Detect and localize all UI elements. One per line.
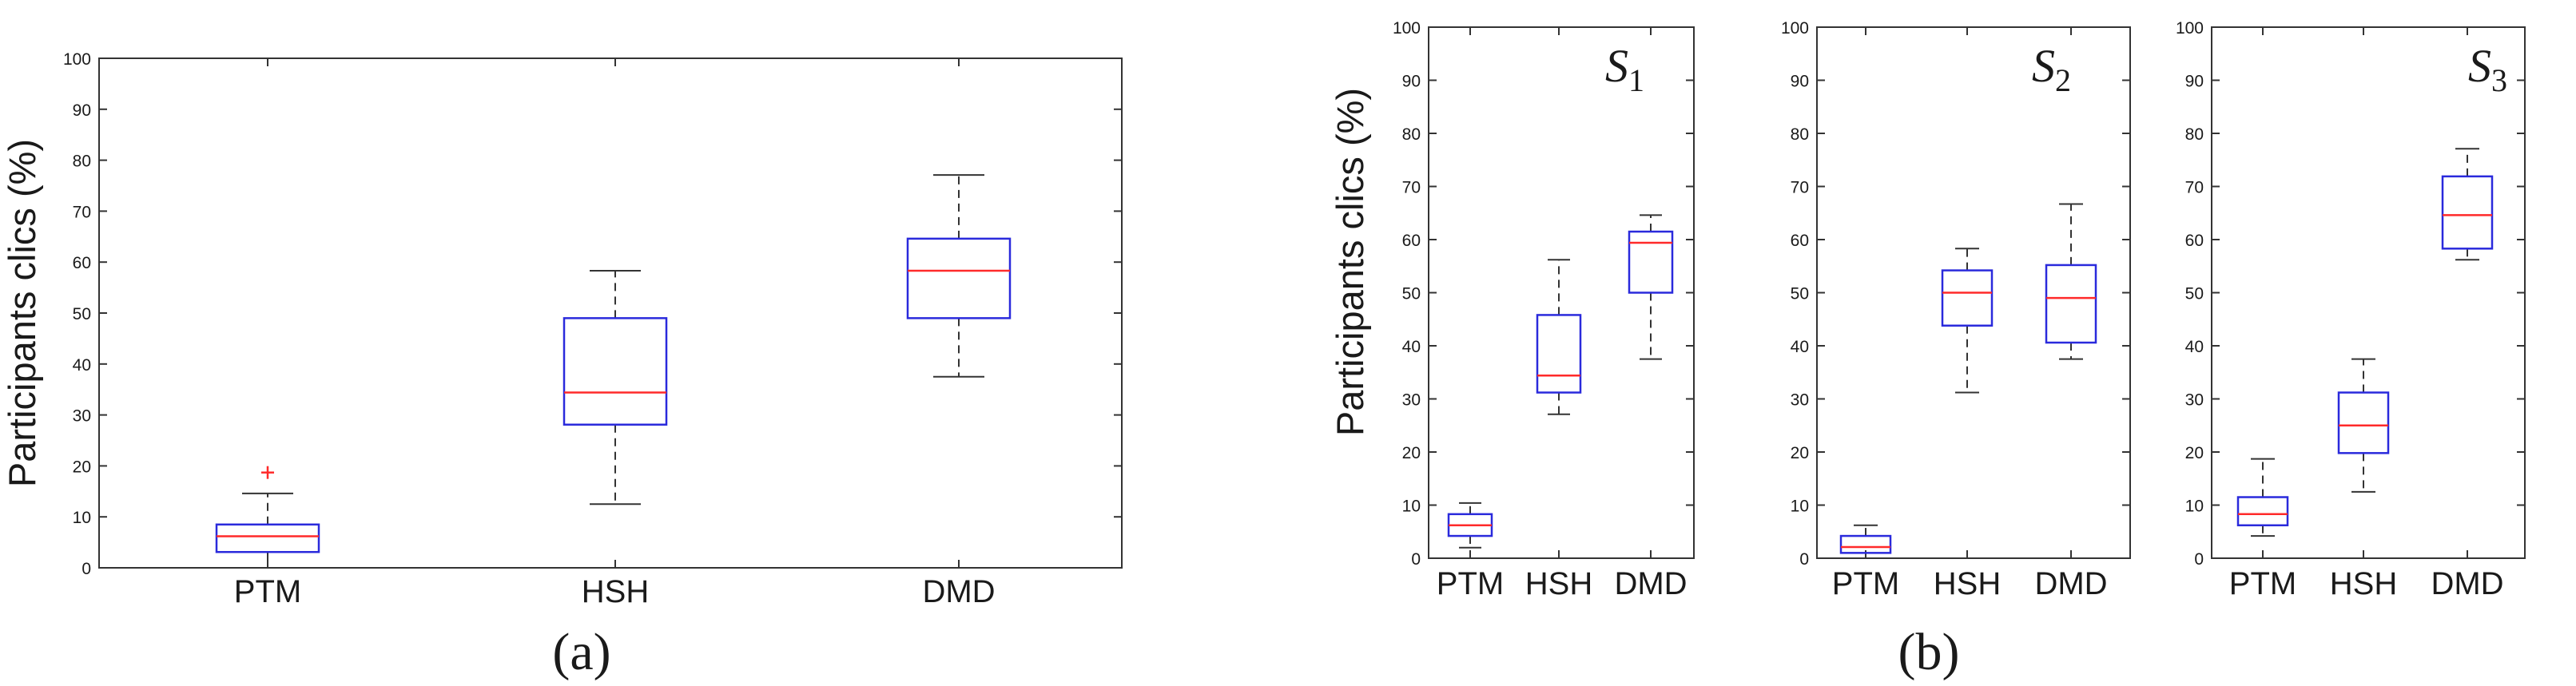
y-tick-label: 70 [73, 203, 91, 221]
y-tick-label: 100 [2176, 19, 2204, 38]
category-label: HSH [2330, 566, 2397, 601]
y-tick-label: 60 [2185, 232, 2204, 250]
chart-panel-b-s3: 0 10 20 30 40 50 60 70 80 90 100 PTM HSH DMD S3 [2176, 19, 2526, 601]
chart-panel-b-s2: 0 10 20 30 40 50 60 70 80 90 100 PTM HSH DMD S2 [1781, 19, 2131, 601]
subplot-label-index: 2 [2055, 62, 2071, 98]
box-iqr [906, 237, 1012, 319]
y-tick-label: 50 [1402, 285, 1421, 303]
subplot-label-index: 3 [2491, 62, 2507, 98]
category-label: HSH [1934, 566, 2001, 601]
y-tick-label: 50 [73, 305, 91, 323]
y-tick-label: 60 [1402, 232, 1421, 250]
y-tick-label: 100 [1393, 19, 1421, 38]
subplot-label-main: S [2468, 40, 2491, 92]
y-tick-label: 60 [73, 254, 91, 272]
y-tick-label: 70 [1402, 179, 1421, 197]
y-tick-label: 30 [1402, 391, 1421, 410]
subplot-label-main: S [2032, 40, 2055, 92]
y-tick-label: 50 [1791, 285, 1809, 303]
y-tick-label: 40 [1791, 338, 1809, 356]
box-iqr [1941, 269, 1994, 327]
y-tick-label: 0 [81, 560, 91, 578]
y-tick-label: 10 [1402, 498, 1421, 516]
y-tick-label: 50 [2185, 285, 2204, 303]
y-tick-label: 70 [1791, 179, 1809, 197]
y-axis-label: Participants clics (%) [1329, 88, 1371, 436]
y-axis-label: Participants clics (%) [1, 139, 43, 487]
box-iqr [2337, 391, 2390, 454]
y-tick-label: 100 [1781, 19, 1809, 38]
box-iqr [215, 523, 320, 553]
subplot-label-main: S [1605, 40, 1628, 92]
subplot-label: S1 [1605, 40, 1644, 98]
y-tick-label: 80 [2185, 125, 2204, 144]
category-label: DMD [2034, 566, 2107, 601]
y-tick-label: 90 [73, 101, 91, 120]
category-label: HSH [582, 574, 649, 609]
box-iqr [1628, 230, 1674, 294]
y-tick-label: 90 [1791, 73, 1809, 91]
y-tick-label: 0 [2194, 550, 2204, 569]
y-tick-label: 0 [1411, 550, 1421, 569]
box-iqr [1839, 534, 1892, 554]
plot-frame [98, 57, 1123, 569]
chart-panel-a: 0 10 20 30 40 50 60 70 80 90 100 Participants clics… [1, 50, 1123, 609]
box-iqr [2236, 496, 2289, 527]
y-tick-label: 90 [1402, 73, 1421, 91]
y-tick-label: 40 [1402, 338, 1421, 356]
category-label: DMD [922, 574, 995, 609]
subplot-label-index: 1 [1628, 62, 1644, 98]
y-tick-label: 30 [73, 407, 91, 426]
box-iqr [2441, 175, 2494, 250]
plot-frame [2211, 26, 2526, 559]
y-tick-label: 20 [1791, 444, 1809, 462]
y-tick-label: 100 [63, 50, 91, 69]
category-label: PTM [234, 574, 301, 609]
y-tick-label: 0 [1799, 550, 1809, 569]
panel-label-b: (b) [1898, 623, 1960, 681]
y-tick-label: 80 [1791, 125, 1809, 144]
box-iqr [563, 317, 668, 426]
category-label: PTM [2229, 566, 2296, 601]
y-tick-label: 60 [1791, 232, 1809, 250]
y-tick-label: 80 [73, 153, 91, 171]
y-tick-label: 40 [73, 356, 91, 375]
y-tick-label: 30 [1791, 391, 1809, 410]
y-tick-label: 20 [1402, 444, 1421, 462]
category-label: PTM [1437, 566, 1504, 601]
panel-label-a: (a) [552, 623, 610, 681]
y-tick-label: 90 [2185, 73, 2204, 91]
y-tick-label: 70 [2185, 179, 2204, 197]
y-tick-label: 10 [1791, 498, 1809, 516]
box-iqr [1536, 314, 1582, 394]
subplot-label: S3 [2468, 40, 2507, 98]
subplot-label: S2 [2032, 40, 2071, 98]
y-tick-label: 30 [2185, 391, 2204, 410]
category-label: PTM [1832, 566, 1899, 601]
y-tick-label: 20 [73, 458, 91, 476]
y-tick-label: 80 [1402, 125, 1421, 144]
y-tick-label: 10 [2185, 498, 2204, 516]
y-tick-label: 20 [2185, 444, 2204, 462]
y-tick-label: 10 [73, 509, 91, 527]
category-label: DMD [2431, 566, 2503, 601]
category-label: HSH [1525, 566, 1592, 601]
box-iqr [2045, 264, 2097, 344]
y-tick-label: 40 [2185, 338, 2204, 356]
chart-panel-b-s1: 0 10 20 30 40 50 60 70 80 90 100 Participants clics… [1329, 19, 1695, 601]
category-label: DMD [1614, 566, 1687, 601]
